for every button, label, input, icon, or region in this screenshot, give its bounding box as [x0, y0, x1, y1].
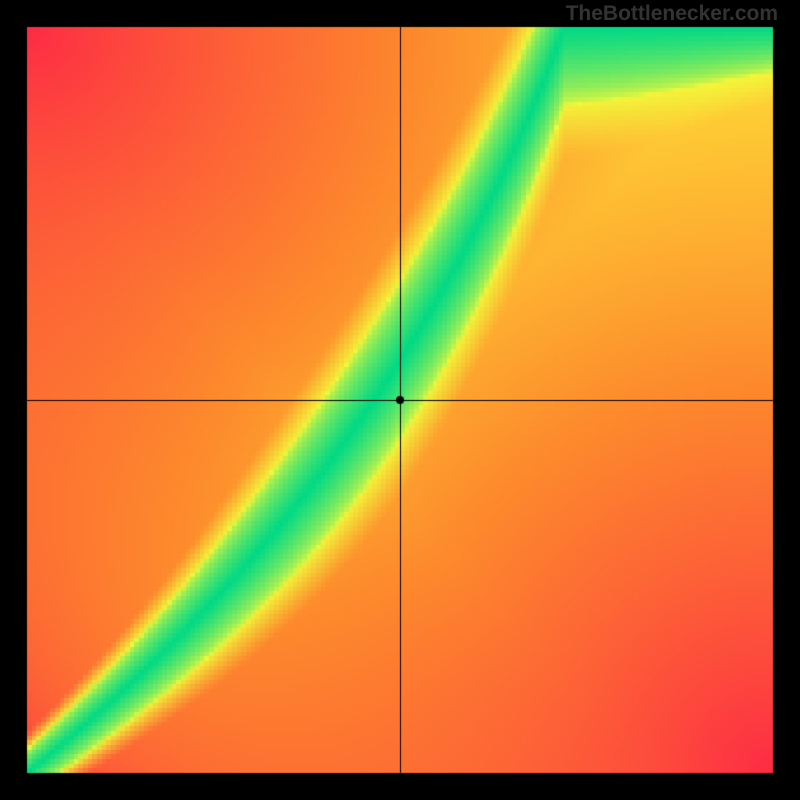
watermark-text: TheBottlenecker.com — [566, 2, 778, 26]
chart-container: TheBottlenecker.com — [0, 0, 800, 800]
bottleneck-heatmap — [0, 0, 800, 800]
